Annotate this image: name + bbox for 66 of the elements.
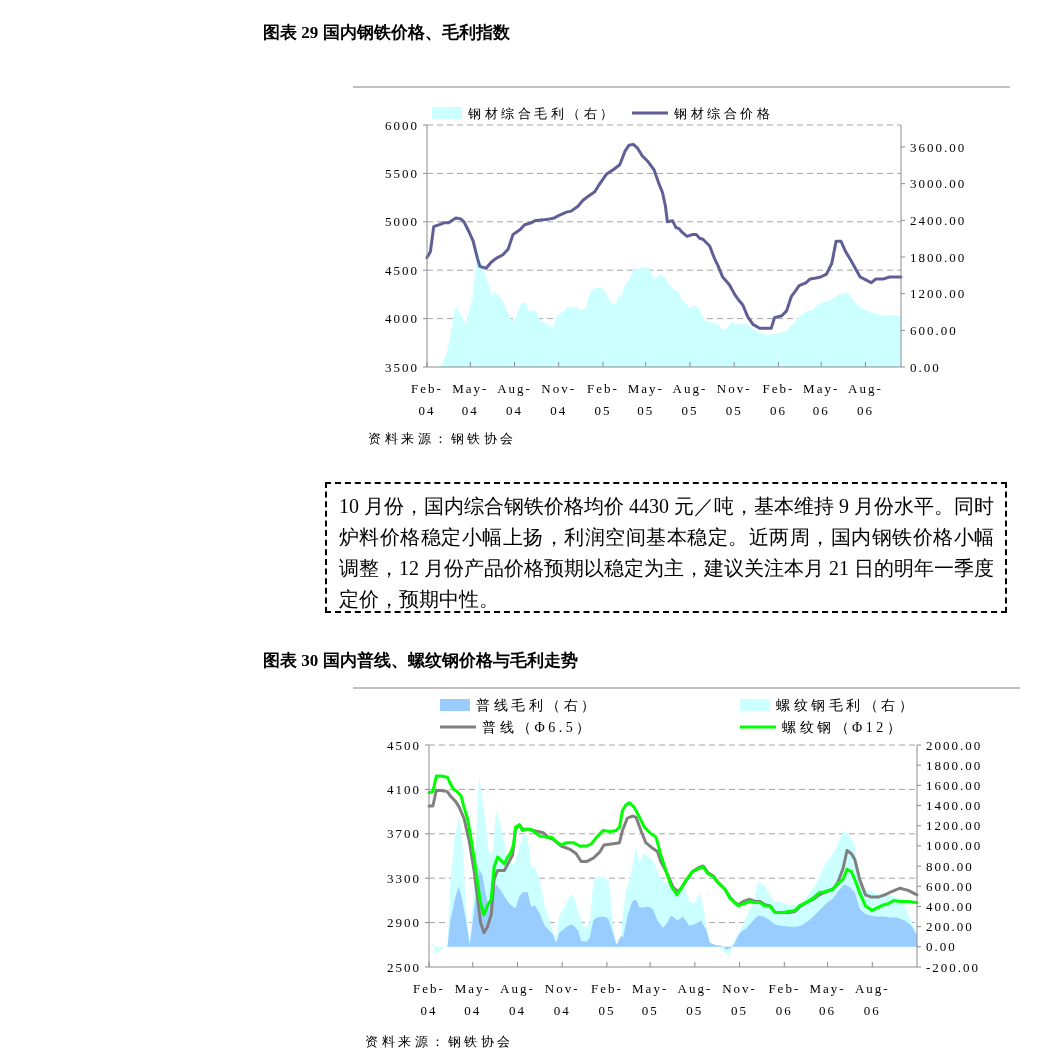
y-tick-label: 3700	[387, 826, 421, 842]
y2-tick-label: 3600.00	[910, 139, 967, 155]
x-tick-label: Aug-06	[854, 980, 890, 1018]
y2-tick-label: 2400.00	[910, 212, 967, 228]
x-tick-label: Aug-06	[848, 380, 883, 418]
legend-label: 螺纹钢毛利（右）	[776, 697, 916, 713]
y2-tick-label: 0.00	[910, 359, 941, 375]
y2-tick-label: -200.00	[926, 959, 981, 975]
text: 10 月份，国内综合钢铁价格均价 4430 元／吨，基本维持 9 月份水平。同时炉料价格稳定小幅上扬，利润空间基本稳定。近两周，国内钢铁价格小幅调整，12 月份产品价格预期以稳定为主，建议关注本月 21 日的明年一季度定价，预期中性。	[339, 494, 994, 612]
text: 资料来源：钢铁协会	[368, 430, 517, 446]
x-tick-label: Feb-05	[587, 380, 619, 418]
y-tick-label: 4100	[387, 781, 421, 797]
x-tick-label: Feb-04	[413, 980, 445, 1018]
x-tick-label: Feb-06	[762, 380, 795, 418]
legend-label: 螺纹钢（Φ12）	[782, 719, 905, 735]
y-tick-label: 6000	[385, 117, 419, 133]
y2-tick-label: 800.00	[926, 858, 974, 874]
y-tick-label: 3300	[387, 870, 421, 886]
x-tick-label: May-04	[452, 380, 489, 418]
y2-tick-label: 600.00	[910, 322, 958, 338]
y-tick-label: 5500	[385, 165, 419, 181]
x-tick-label: Nov-04	[541, 380, 577, 418]
y2-tick-label: 1800.00	[926, 757, 983, 773]
legend-label: 普线（Φ6.5）	[482, 718, 594, 735]
line-series	[425, 142, 903, 330]
y2-tick-label: 200.00	[926, 919, 974, 935]
y2-tick-label: 400.00	[926, 898, 974, 914]
y-tick-label: 5000	[385, 214, 419, 230]
x-tick-label: Nov-05	[716, 380, 752, 418]
y2-tick-label: 1000.00	[926, 838, 983, 854]
x-tick-label: Feb-05	[590, 980, 623, 1018]
x-tick-label: Feb-06	[768, 980, 801, 1018]
x-tick-label: May-06	[803, 380, 840, 418]
x-tick-label: Feb-04	[411, 380, 443, 418]
y2-tick-label: 1200.00	[910, 286, 967, 302]
text: 资料来源：钢铁协会	[365, 1033, 514, 1049]
y2-tick-label: 2000.00	[926, 737, 983, 753]
y2-tick-label: 1400.00	[926, 798, 983, 814]
chart-title: 图表 30 国内普线、螺纹钢价格与毛利走势	[263, 649, 578, 670]
y2-tick-label: 1600.00	[926, 777, 983, 793]
y-tick-label: 2900	[387, 915, 421, 931]
x-tick-label: Nov-05	[722, 980, 757, 1018]
x-tick-label: Nov-04	[544, 980, 580, 1018]
y2-tick-label: 1800.00	[910, 249, 967, 265]
y-tick-label: 3500	[385, 359, 419, 375]
y2-tick-label: 600.00	[926, 878, 974, 894]
y-tick-label: 4000	[385, 311, 419, 327]
line-series	[427, 774, 919, 917]
legend-label: 钢材综合毛利（右）	[467, 105, 617, 121]
x-tick-label: Aug-05	[672, 380, 708, 418]
x-tick-label: May-05	[627, 380, 664, 418]
legend-label: 钢材综合价格	[673, 105, 773, 121]
legend-label: 普线毛利（右）	[476, 696, 599, 713]
x-tick-label: Aug-05	[677, 980, 713, 1018]
y-tick-label: 2500	[387, 959, 421, 975]
y2-tick-label: 1200.00	[926, 818, 983, 834]
x-tick-label: Aug-04	[497, 380, 532, 418]
chart-title: 图表 29 国内钢铁价格、毛利指数	[263, 22, 511, 42]
y-tick-label: 4500	[387, 737, 421, 753]
y-tick-label: 4500	[385, 262, 419, 278]
x-tick-label: May-06	[809, 980, 846, 1018]
y2-tick-label: 3000.00	[910, 176, 967, 192]
x-tick-label: May-04	[454, 980, 491, 1018]
x-tick-label: May-05	[632, 980, 669, 1018]
x-tick-label: Aug-04	[500, 980, 535, 1018]
y2-tick-label: 0.00	[926, 939, 957, 955]
